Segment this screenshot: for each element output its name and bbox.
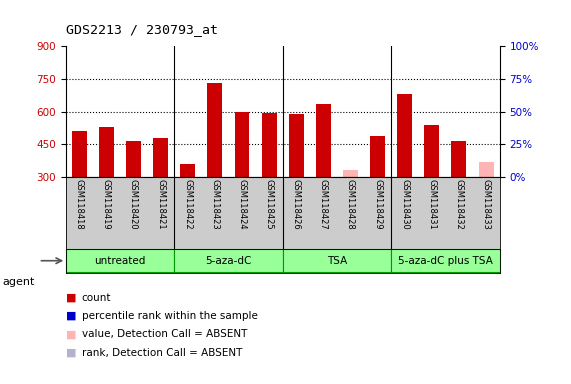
Text: percentile rank within the sample: percentile rank within the sample bbox=[82, 311, 258, 321]
Text: GSM118422: GSM118422 bbox=[183, 179, 192, 230]
Bar bbox=[207, 83, 222, 177]
Text: GSM118426: GSM118426 bbox=[292, 179, 301, 230]
Text: GSM118424: GSM118424 bbox=[238, 179, 247, 230]
Bar bbox=[235, 112, 250, 177]
Text: untreated: untreated bbox=[94, 256, 146, 266]
Bar bbox=[66, 249, 174, 272]
Text: GSM118431: GSM118431 bbox=[427, 179, 436, 230]
Bar bbox=[174, 249, 283, 272]
Bar bbox=[370, 136, 385, 177]
Text: TSA: TSA bbox=[327, 256, 347, 266]
Bar bbox=[452, 141, 467, 177]
Bar bbox=[478, 162, 493, 177]
Bar bbox=[424, 125, 439, 177]
Text: count: count bbox=[82, 293, 111, 303]
Text: GSM118429: GSM118429 bbox=[373, 179, 382, 230]
Bar bbox=[262, 113, 276, 177]
Bar bbox=[126, 141, 141, 177]
Text: GSM118423: GSM118423 bbox=[210, 179, 219, 230]
Text: GSM118418: GSM118418 bbox=[75, 179, 84, 230]
Bar bbox=[180, 164, 195, 177]
Text: GSM118428: GSM118428 bbox=[346, 179, 355, 230]
Text: GSM118427: GSM118427 bbox=[319, 179, 328, 230]
Bar bbox=[391, 249, 500, 272]
Text: rank, Detection Call = ABSENT: rank, Detection Call = ABSENT bbox=[82, 348, 242, 358]
Text: GSM118432: GSM118432 bbox=[455, 179, 464, 230]
Bar bbox=[99, 127, 114, 177]
Text: GSM118430: GSM118430 bbox=[400, 179, 409, 230]
Bar bbox=[397, 94, 412, 177]
Text: GSM118420: GSM118420 bbox=[129, 179, 138, 230]
Text: ■: ■ bbox=[66, 329, 76, 339]
Text: ■: ■ bbox=[66, 348, 76, 358]
Bar bbox=[72, 131, 87, 177]
Bar bbox=[316, 104, 331, 177]
Bar bbox=[343, 170, 358, 177]
Bar bbox=[289, 114, 304, 177]
Text: 5-aza-dC: 5-aza-dC bbox=[205, 256, 252, 266]
Text: ■: ■ bbox=[66, 311, 76, 321]
Text: GSM118425: GSM118425 bbox=[264, 179, 274, 230]
Text: ■: ■ bbox=[66, 293, 76, 303]
Text: GDS2213 / 230793_at: GDS2213 / 230793_at bbox=[66, 23, 218, 36]
Text: value, Detection Call = ABSENT: value, Detection Call = ABSENT bbox=[82, 329, 247, 339]
Text: agent: agent bbox=[3, 277, 35, 287]
Text: GSM118419: GSM118419 bbox=[102, 179, 111, 230]
Bar bbox=[283, 249, 391, 272]
Text: GSM118433: GSM118433 bbox=[481, 179, 490, 230]
Text: 5-aza-dC plus TSA: 5-aza-dC plus TSA bbox=[398, 256, 493, 266]
Bar bbox=[153, 138, 168, 177]
Text: GSM118421: GSM118421 bbox=[156, 179, 165, 230]
